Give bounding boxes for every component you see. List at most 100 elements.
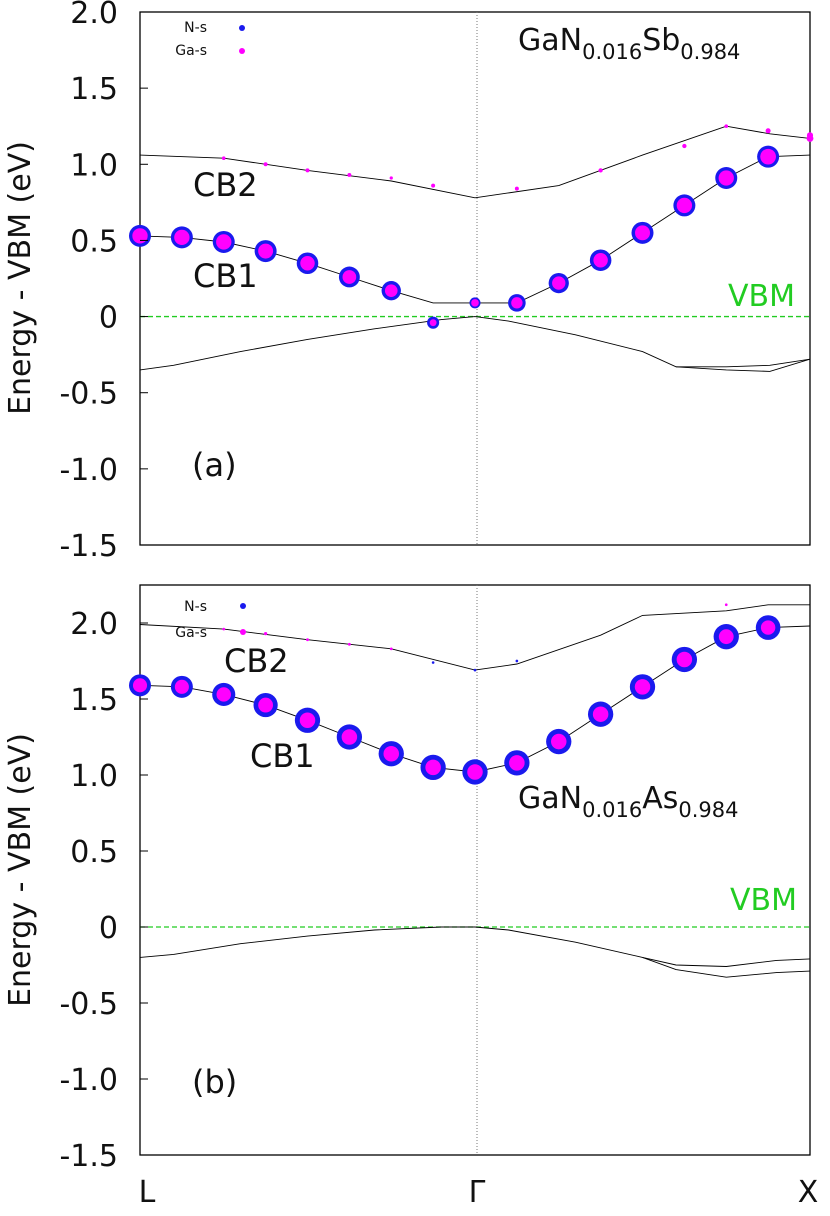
panel-b-y-tick-label: -1.5 bbox=[59, 1139, 118, 1174]
panel-b-gas-weight-point bbox=[425, 759, 441, 776]
panel-b-gas-weight-point bbox=[216, 687, 231, 702]
panel-b-composition: GaN0.016As0.984 bbox=[518, 781, 738, 822]
panel-b-gas-weight-point bbox=[132, 678, 148, 693]
panel-b-y-tick-label: 0.5 bbox=[70, 835, 118, 870]
panel-a-gas-weight-point bbox=[429, 319, 437, 327]
panel-a-legend-gas-marker bbox=[239, 48, 245, 54]
panel-b-y-tick-label: 2.0 bbox=[70, 607, 118, 642]
panel-a-bands bbox=[140, 125, 810, 372]
panel-a-gas-weight-point bbox=[221, 156, 226, 160]
panel-b-cb1-label: CB1 bbox=[250, 737, 315, 775]
panel-b-gas-weight-point bbox=[509, 755, 525, 771]
panel-a-band-vb1 bbox=[140, 316, 810, 371]
panel-a-gas-weight-point bbox=[347, 172, 352, 177]
panel-a-gas-weight-point bbox=[342, 270, 357, 284]
panel-a-vbm-label: VBM bbox=[728, 279, 795, 314]
panel-b-y-axis-label: Energy - VBM (eV) bbox=[3, 733, 38, 1007]
panel-b-gas-weight-point bbox=[222, 627, 226, 631]
panel-b-gas-weight-point bbox=[347, 642, 351, 646]
x-tick-gamma: Γ bbox=[469, 1175, 486, 1210]
panel-a-y-tick-label: 0 bbox=[99, 301, 118, 336]
panel-a-gas-weight-point bbox=[174, 229, 190, 246]
panel-a-gas-weight-point bbox=[132, 228, 148, 244]
panel-a-gas-weight-point bbox=[258, 243, 274, 259]
panel-a-gas-weight-point bbox=[760, 148, 776, 165]
panel-a-comp-el2: Sb bbox=[642, 23, 680, 58]
panel-b-band-vb1 bbox=[140, 926, 810, 978]
panel-b-ns-weight-point bbox=[431, 661, 435, 664]
panel-b-comp-base: GaN bbox=[518, 781, 582, 816]
panel-a-gas-weight-point bbox=[511, 297, 523, 309]
panel-a-gas-weight-point bbox=[682, 143, 687, 149]
panel-b-vbm-label: VBM bbox=[730, 883, 797, 918]
panel-b-comp-sub1: 0.016 bbox=[582, 798, 642, 822]
panel-a-weight-points bbox=[129, 124, 814, 329]
panel-b-gas-weight-point bbox=[724, 603, 728, 607]
panel-a-gas-weight-point bbox=[216, 234, 232, 250]
panel-a-cb1-label: CB1 bbox=[193, 257, 258, 295]
panel-a-label: (a) bbox=[192, 446, 237, 484]
panel-a-gas-weight-point bbox=[552, 276, 566, 290]
panel-a-gas-weight-point bbox=[300, 256, 315, 271]
panel-a-gas-weight-point bbox=[263, 162, 268, 167]
panel-b-frame bbox=[139, 584, 811, 1156]
panel-a-gas-weight-point bbox=[431, 183, 436, 188]
panel-b-gas-weight-point bbox=[760, 620, 776, 635]
panel-b-gas-weight-point bbox=[634, 679, 651, 695]
panel-a: 2.0 1.5 1.0 0.5 0 -0.5 -1.0 -1.5 VBM CB2 CB1 (a… bbox=[59, 0, 814, 564]
panel-b-gas-weight-point bbox=[467, 764, 483, 780]
panel-a-comp-base: GaN bbox=[518, 23, 582, 58]
panel-a-y-axis-label: Energy - VBM (eV) bbox=[3, 141, 38, 415]
x-axis-ticks: L Γ X bbox=[139, 1175, 819, 1210]
panel-a-gas-weight-point bbox=[384, 284, 398, 297]
panel-a-y-tick-label: 0.5 bbox=[70, 224, 118, 259]
panel-b-legend: N-s Ga-s bbox=[175, 599, 246, 641]
panel-a-gas-weight-point bbox=[514, 186, 519, 191]
panel-a-frame bbox=[139, 11, 811, 546]
x-tick-L: L bbox=[139, 1175, 156, 1210]
panel-b-cb2-label: CB2 bbox=[224, 642, 289, 680]
panel-a-gas-weight-point bbox=[806, 134, 814, 142]
panel-b-gas-weight-point bbox=[550, 733, 567, 750]
x-tick-X: X bbox=[798, 1175, 819, 1210]
panel-a-comp-sub2: 0.984 bbox=[680, 40, 740, 64]
panel-b-weight-points bbox=[129, 603, 781, 785]
panel-a-composition: GaN0.016Sb0.984 bbox=[518, 23, 740, 64]
panel-b-band-cb2 bbox=[140, 604, 810, 671]
panel-b-comp-el2: As bbox=[642, 781, 678, 816]
panel-b-y-tick-label: 1.5 bbox=[70, 683, 118, 718]
panel-a-y-tick-label: -1.5 bbox=[59, 529, 118, 564]
panel-a-comp-sub1: 0.016 bbox=[582, 40, 642, 64]
panel-a-gas-weight-point bbox=[471, 299, 479, 307]
panel-a-gas-weight-point bbox=[598, 168, 603, 173]
panel-b-ns-weight-point bbox=[515, 659, 519, 663]
panel-a-cb2-label: CB2 bbox=[193, 166, 258, 204]
panel-a-y-tick-label: 1.0 bbox=[70, 148, 118, 183]
panel-b-gas-weight-point bbox=[341, 729, 358, 745]
panel-b-legend-ns-marker bbox=[240, 603, 246, 609]
panel-b-y-tick-label: -0.5 bbox=[59, 987, 118, 1022]
panel-a-gas-weight-point bbox=[724, 124, 729, 129]
panel-b-gas-weight-point bbox=[718, 629, 734, 645]
panel-a-y-ticks: 2.0 1.5 1.0 0.5 0 -0.5 -1.0 -1.5 bbox=[59, 0, 148, 564]
panel-a-gas-weight-point bbox=[305, 168, 310, 173]
panel-a-y-tick-label: -1.0 bbox=[59, 453, 118, 488]
panel-b-gas-weight-point bbox=[299, 712, 316, 729]
panel-b-gas-weight-point bbox=[264, 632, 268, 636]
panel-a-y-tick-label: -0.5 bbox=[59, 377, 118, 412]
panel-b-gas-weight-point bbox=[383, 745, 400, 762]
panel-a-gas-weight-point bbox=[765, 128, 771, 134]
panel-b-y-tick-label: 1.0 bbox=[70, 759, 118, 794]
panel-b-y-tick-label: 0 bbox=[99, 911, 118, 946]
panel-b-band-vb2 bbox=[642, 956, 810, 967]
panel-a-gas-weight-point bbox=[389, 176, 393, 180]
panel-b-gas-weight-point bbox=[676, 651, 693, 668]
panel-b-gas-weight-point bbox=[306, 638, 309, 642]
panel-b-legend-gas-marker bbox=[240, 629, 246, 635]
panel-b-legend-gas-label: Ga-s bbox=[175, 625, 207, 641]
panel-a-legend-ns-label: N-s bbox=[184, 20, 207, 36]
panel-a-band-vb2 bbox=[675, 358, 810, 372]
panel-a-gas-weight-point bbox=[718, 170, 734, 186]
panel-b-legend-ns-label: N-s bbox=[184, 599, 207, 615]
